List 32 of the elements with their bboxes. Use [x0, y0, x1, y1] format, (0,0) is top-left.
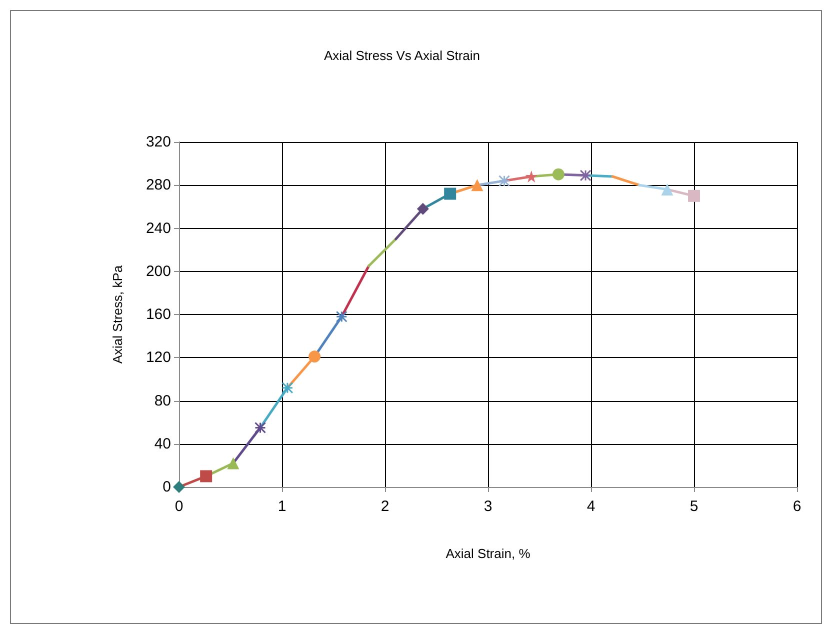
x-tick-label: 0 [174, 498, 184, 515]
point [173, 481, 185, 493]
x-tick-label: 6 [792, 498, 802, 515]
y-tick-label: 80 [154, 392, 171, 410]
y-tick-label: 280 [146, 176, 171, 194]
point [416, 202, 429, 215]
y-tick-label: 320 [146, 134, 171, 150]
point [308, 350, 321, 363]
point [552, 168, 564, 180]
point [498, 175, 510, 187]
point [254, 422, 266, 434]
y-tick-label: 40 [154, 435, 171, 452]
x-axis-title: Axial Strain, % [446, 546, 531, 561]
point [200, 470, 212, 482]
y-axis-title: Axial Stress, kPa [110, 264, 125, 364]
y-tick-label: 160 [146, 306, 171, 323]
x-tick-label: 5 [690, 498, 698, 515]
x-tick-label: 3 [484, 498, 492, 515]
point [688, 190, 700, 202]
y-tick-label: 200 [146, 262, 171, 280]
x-tick-label: 2 [380, 498, 390, 515]
y-tick-label: 240 [146, 220, 171, 237]
point [580, 170, 592, 182]
y-tick-label: 120 [146, 349, 171, 366]
x-tick-label: 4 [586, 498, 596, 515]
chart-title: Axial Stress Vs Axial Strain [324, 48, 480, 63]
point [525, 170, 538, 182]
y-tick-label: 0 [162, 478, 171, 496]
x-tick-label: 1 [278, 498, 286, 515]
point [336, 310, 348, 322]
point [282, 382, 294, 394]
point [444, 188, 456, 200]
